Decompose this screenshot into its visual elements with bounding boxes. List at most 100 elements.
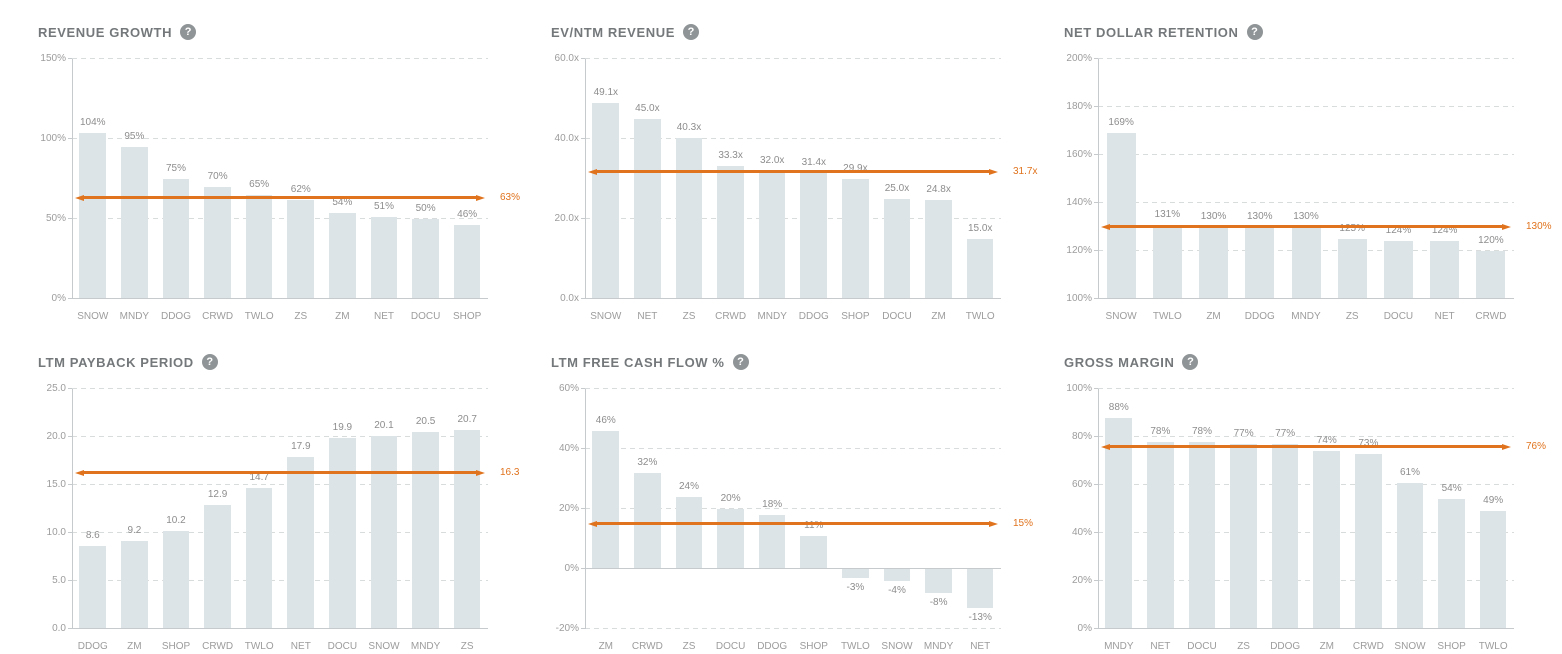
- bar-value-label: 25.0x: [884, 183, 910, 194]
- y-tick-label: 20.0: [46, 431, 66, 442]
- x-axis-label: DDOG: [798, 311, 829, 322]
- gridline: [585, 218, 1001, 219]
- bar[interactable]: [287, 199, 315, 299]
- x-axis-label: DDOG: [757, 641, 788, 652]
- x-axis-label: MNDY: [1104, 641, 1134, 652]
- bar[interactable]: [1188, 441, 1216, 629]
- x-axis-label: SHOP: [1437, 641, 1466, 652]
- x-axis-label: MNDY: [119, 311, 150, 322]
- bar[interactable]: [1476, 251, 1506, 299]
- bar[interactable]: [800, 536, 828, 569]
- help-icon[interactable]: ?: [682, 24, 699, 40]
- x-axis-label: SHOP: [453, 311, 482, 322]
- bar[interactable]: [1291, 227, 1321, 299]
- bar-value-label: 62%: [290, 183, 311, 195]
- bar[interactable]: [1383, 241, 1413, 299]
- bar-value-label: 125%: [1339, 223, 1365, 234]
- bar[interactable]: [162, 531, 190, 629]
- bar[interactable]: [1147, 441, 1174, 629]
- bar[interactable]: [883, 199, 911, 299]
- bar[interactable]: [1337, 239, 1367, 299]
- bar[interactable]: [1430, 241, 1460, 299]
- bar[interactable]: [1105, 417, 1133, 629]
- bar[interactable]: [1152, 224, 1182, 299]
- x-axis-label: SHOP: [841, 311, 870, 322]
- help-icon[interactable]: ?: [1182, 354, 1199, 370]
- average-line-left-arrow: [1101, 443, 1110, 450]
- bar[interactable]: [758, 171, 786, 299]
- bar[interactable]: [592, 102, 620, 299]
- chart-panel-net-dollar-retention: NET DOLLAR RETENTION ? 100% 120% 140% 160% 1…: [1064, 15, 1558, 322]
- bar[interactable]: [453, 225, 481, 299]
- bar-value-label: 12.9: [207, 489, 228, 501]
- bar[interactable]: [245, 487, 273, 629]
- x-axis-label: SNOW: [1105, 311, 1137, 322]
- y-tick-label: 60%: [1071, 479, 1092, 490]
- x-axis-label: CRWD: [1352, 641, 1384, 652]
- bar[interactable]: [287, 457, 315, 629]
- bar[interactable]: [966, 569, 994, 608]
- bar-value-label: 50%: [415, 203, 436, 214]
- bar-value-label: 104%: [80, 116, 106, 128]
- y-axis-tick: [1094, 58, 1098, 59]
- x-axis-label: TWLO: [1478, 641, 1508, 652]
- bar[interactable]: [79, 546, 107, 629]
- x-axis-baseline: [72, 298, 488, 299]
- bar[interactable]: [883, 569, 911, 581]
- bar[interactable]: [717, 509, 744, 569]
- bar[interactable]: [800, 173, 828, 299]
- x-axis-label: SNOW: [1394, 641, 1426, 652]
- bar[interactable]: [1438, 499, 1465, 629]
- help-icon[interactable]: ?: [180, 24, 197, 40]
- bar[interactable]: [329, 437, 356, 629]
- bar[interactable]: [1479, 511, 1507, 629]
- bar[interactable]: [717, 165, 744, 299]
- bar[interactable]: [121, 147, 148, 299]
- bar[interactable]: [121, 540, 148, 629]
- y-tick-label: 100%: [1066, 383, 1092, 394]
- bar[interactable]: [329, 212, 356, 299]
- bar[interactable]: [79, 132, 107, 299]
- bar[interactable]: [634, 119, 661, 299]
- average-line-label: 16.3: [500, 466, 520, 478]
- bar[interactable]: [592, 431, 620, 569]
- gridline: [1098, 388, 1514, 389]
- bar[interactable]: [245, 195, 273, 299]
- bar[interactable]: [675, 137, 703, 299]
- bar[interactable]: [1271, 444, 1299, 629]
- help-icon[interactable]: ?: [732, 354, 749, 370]
- help-icon[interactable]: ?: [1246, 24, 1263, 40]
- x-axis-label: MNDY: [923, 641, 954, 652]
- y-tick-label: 0%: [564, 563, 579, 574]
- chart-panel-ltm-payback-period: LTM PAYBACK PERIOD ? 0.0 5.0 10.0 15.0 20.0 2…: [38, 345, 532, 652]
- bar[interactable]: [370, 217, 398, 299]
- bar[interactable]: [842, 569, 869, 578]
- bar[interactable]: [412, 219, 439, 299]
- bar[interactable]: [1106, 133, 1136, 299]
- bar[interactable]: [412, 432, 439, 629]
- bar[interactable]: [1199, 227, 1229, 299]
- gridline: [72, 58, 488, 59]
- bar[interactable]: [1355, 453, 1382, 629]
- bar[interactable]: [1230, 444, 1257, 629]
- bar[interactable]: [675, 497, 703, 569]
- bar[interactable]: [1313, 451, 1341, 629]
- bar[interactable]: [842, 179, 869, 299]
- bar[interactable]: [925, 199, 952, 299]
- bar[interactable]: [204, 505, 231, 629]
- bar[interactable]: [370, 436, 398, 629]
- x-axis-label: ZS: [294, 311, 308, 322]
- gridline: [1098, 154, 1514, 155]
- y-axis-spine: [1098, 389, 1099, 629]
- y-tick-label: 60.0x: [554, 53, 579, 64]
- bar[interactable]: [1245, 227, 1275, 299]
- bar[interactable]: [925, 569, 952, 593]
- help-icon[interactable]: ?: [201, 354, 218, 370]
- bar[interactable]: [204, 187, 231, 299]
- bar[interactable]: [453, 430, 481, 629]
- bar[interactable]: [1396, 482, 1424, 629]
- bar[interactable]: [966, 239, 994, 299]
- bar[interactable]: [634, 473, 661, 569]
- gridline: [72, 580, 488, 581]
- y-axis-tick: [581, 138, 585, 139]
